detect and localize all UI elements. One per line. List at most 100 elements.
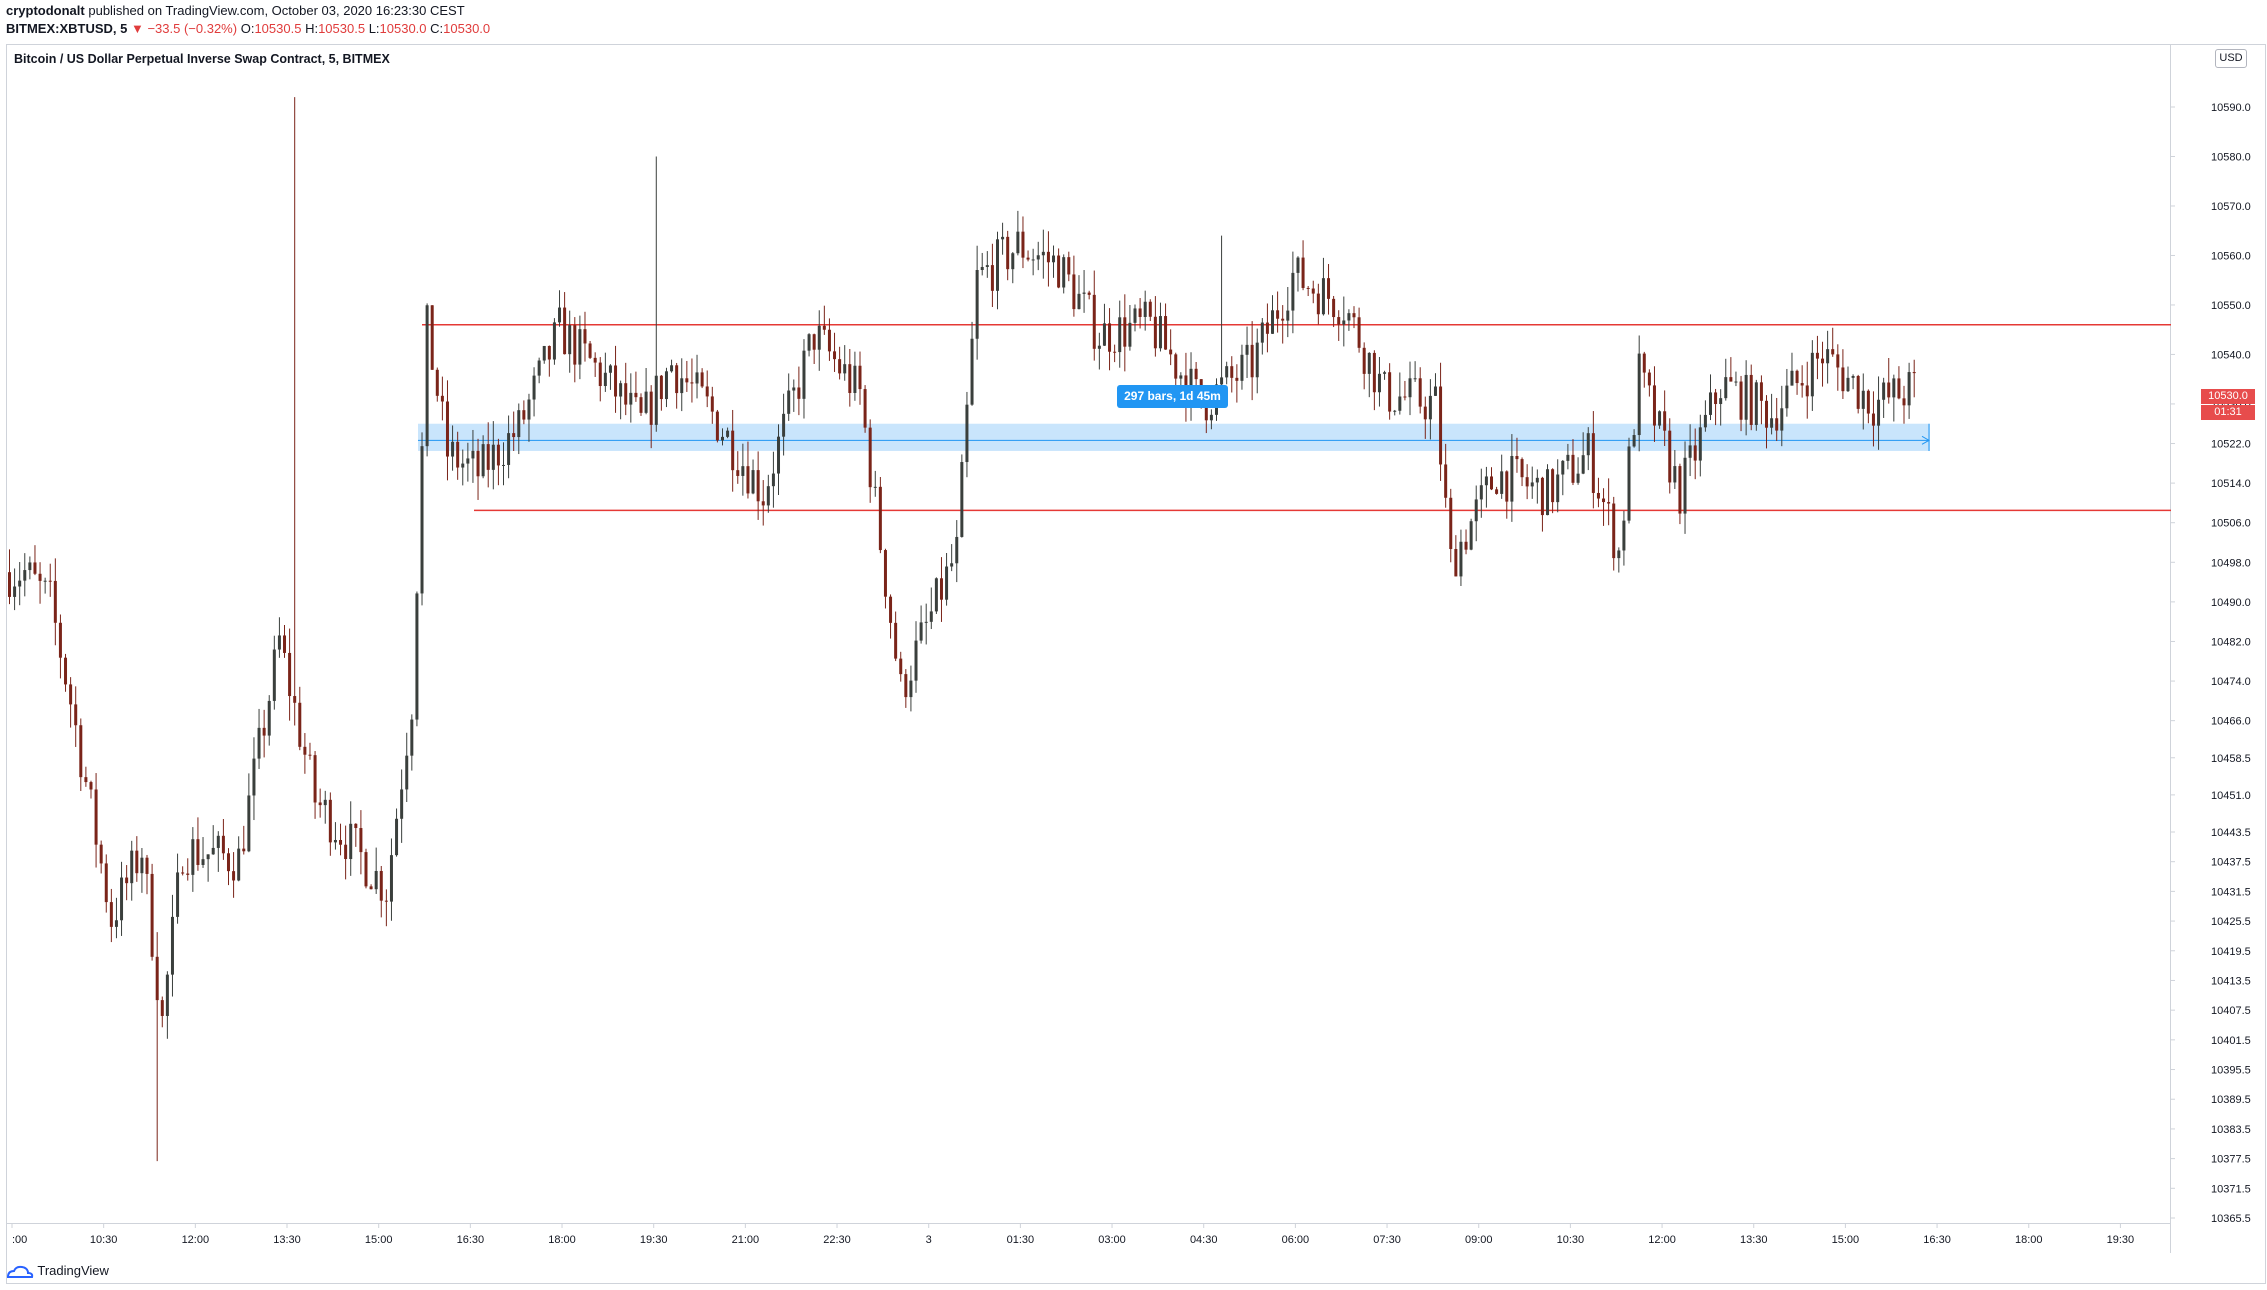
candle-body — [1296, 257, 1300, 273]
candle-body — [191, 839, 195, 875]
candle-body — [1108, 323, 1112, 352]
candle-body — [736, 470, 740, 476]
candle-body — [1174, 354, 1178, 379]
candle-body — [1011, 253, 1015, 270]
candle-body — [104, 863, 108, 903]
candle-body — [135, 850, 139, 874]
candle-body — [405, 755, 409, 790]
price-range-zone[interactable] — [418, 423, 1930, 451]
candle-body — [1907, 372, 1911, 406]
candle-body — [1561, 460, 1565, 475]
candle-body — [1164, 316, 1168, 350]
candle-body — [1036, 255, 1040, 260]
candle-body — [181, 872, 185, 874]
candle-body — [1673, 466, 1677, 483]
y-tick-label: 10466.0 — [2211, 716, 2251, 728]
candle-body — [165, 974, 169, 1016]
tradingview-logo[interactable]: TradingView — [6, 1263, 109, 1279]
candle-body — [1505, 471, 1509, 502]
candle-body — [339, 839, 343, 845]
candle-body — [1143, 301, 1147, 317]
x-tick-label: 07:30 — [1373, 1234, 1401, 1246]
publisher-name: cryptodonalt — [6, 3, 85, 18]
candle-body — [670, 365, 674, 372]
candle-body — [863, 389, 867, 428]
currency-badge[interactable]: USD — [2215, 49, 2247, 68]
candle-body — [303, 746, 307, 755]
candle-body — [975, 270, 979, 339]
candle-body — [578, 329, 582, 365]
candle-body — [277, 635, 281, 650]
candle-body — [1138, 308, 1142, 317]
candle-body — [1133, 308, 1137, 323]
y-tick-label: 10550.0 — [2211, 300, 2251, 312]
time-axis-border — [6, 1223, 2170, 1224]
candle-body — [389, 855, 393, 902]
candle-body — [1041, 251, 1045, 256]
horizontal-lines-layer — [422, 323, 2171, 512]
candle-body — [471, 450, 475, 459]
candle-body — [1464, 541, 1468, 550]
candle-body — [410, 719, 414, 756]
candle-body — [1530, 482, 1534, 487]
x-tick-label: 15:00 — [1832, 1234, 1860, 1246]
candle-body — [1785, 385, 1789, 409]
candle-body — [1571, 454, 1575, 483]
x-tick-label: 12:00 — [182, 1234, 210, 1246]
candle-body — [1057, 255, 1061, 288]
candle-body — [873, 486, 877, 488]
candle-body — [1479, 485, 1483, 500]
x-tick-label: 01:30 — [1007, 1234, 1035, 1246]
tradingview-cloud-icon — [6, 1265, 34, 1278]
candle-body — [237, 848, 241, 881]
high-value: 10530.5 — [318, 21, 366, 36]
y-tick-label: 10371.5 — [2211, 1183, 2251, 1195]
candle-body — [603, 372, 607, 387]
open-label: O: — [240, 21, 255, 36]
candle-body — [1413, 378, 1417, 380]
candle-body — [552, 322, 556, 360]
candle-body — [746, 466, 750, 494]
candle-body — [435, 369, 439, 396]
candle-body — [1220, 377, 1224, 385]
candle-body — [1912, 372, 1916, 374]
candle-body — [1209, 414, 1213, 421]
candle-body — [384, 900, 388, 902]
candle-body — [1815, 352, 1819, 359]
candle-body — [1026, 257, 1030, 260]
y-tick-label: 10395.5 — [2211, 1065, 2251, 1077]
candle-body — [125, 877, 129, 884]
candle-body — [211, 847, 215, 855]
candle-body — [634, 392, 638, 398]
candle-body — [232, 871, 236, 881]
candle-body — [1790, 370, 1794, 386]
candle-body — [1708, 392, 1712, 415]
candle-body — [1281, 318, 1285, 321]
candle-body — [1515, 455, 1519, 460]
candle-body — [1046, 251, 1050, 263]
candle-body — [74, 704, 78, 726]
candle-body — [1668, 430, 1672, 483]
candle-body — [680, 378, 684, 394]
candle-body — [1724, 377, 1728, 399]
candle-body — [695, 372, 699, 384]
candle-body — [114, 920, 118, 927]
candle-body — [425, 305, 429, 447]
y-tick-label: 10407.5 — [2211, 1005, 2251, 1017]
candle-body — [777, 436, 781, 474]
x-tick-label: 10:30 — [90, 1234, 118, 1246]
bar-countdown-label: 01:31 — [2201, 405, 2255, 420]
x-tick-label: 10:30 — [1557, 1234, 1585, 1246]
candle-body — [1342, 320, 1346, 325]
candle-body — [496, 444, 500, 466]
candle-body — [970, 338, 974, 405]
candle-body — [761, 501, 765, 506]
candle-body — [64, 657, 68, 685]
candle-body — [512, 433, 516, 438]
candle-body — [1240, 354, 1244, 381]
y-tick-label: 10590.0 — [2211, 102, 2251, 114]
candle-body — [1877, 399, 1881, 426]
candle-body — [914, 640, 918, 681]
candle-body — [980, 266, 984, 271]
